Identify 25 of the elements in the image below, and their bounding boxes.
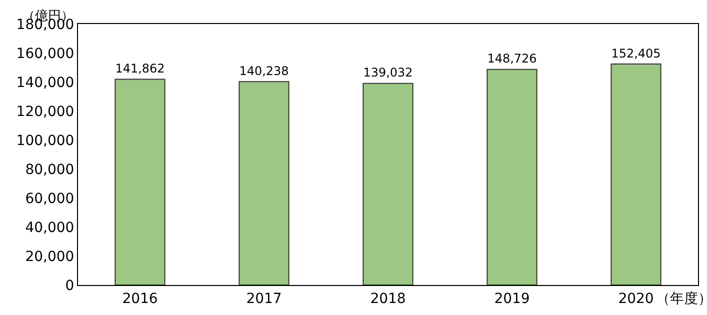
y-tick-label: 120,000 [16,104,74,120]
bar [486,68,538,285]
y-tick-label: 20,000 [25,248,74,265]
x-axis-title: （年度） [656,291,707,307]
y-tick-label: 60,000 [25,190,74,207]
bar [362,82,414,285]
bar [114,78,166,285]
x-tick-label: 2018 [370,290,406,307]
bar [238,81,290,285]
y-tick-label: 80,000 [25,162,74,178]
data-label: 148,726 [487,52,537,66]
data-label: 140,238 [239,64,289,78]
x-tick-label: 2016 [122,290,158,307]
y-tick-label: 100,000 [16,132,74,149]
x-tick-label: 2017 [246,290,282,307]
x-tick-label: 2020 [618,290,654,307]
y-tick-label: 140,000 [16,74,74,91]
data-label: 152,405 [611,46,661,60]
y-tick-label: 160,000 [16,46,74,62]
bar [610,64,662,285]
y-tick-label: 40,000 [25,220,74,236]
data-label: 139,032 [363,66,413,80]
y-tick-label: 0 [65,278,74,294]
x-tick-label: 2019 [494,290,530,307]
data-label: 141,862 [115,62,165,76]
